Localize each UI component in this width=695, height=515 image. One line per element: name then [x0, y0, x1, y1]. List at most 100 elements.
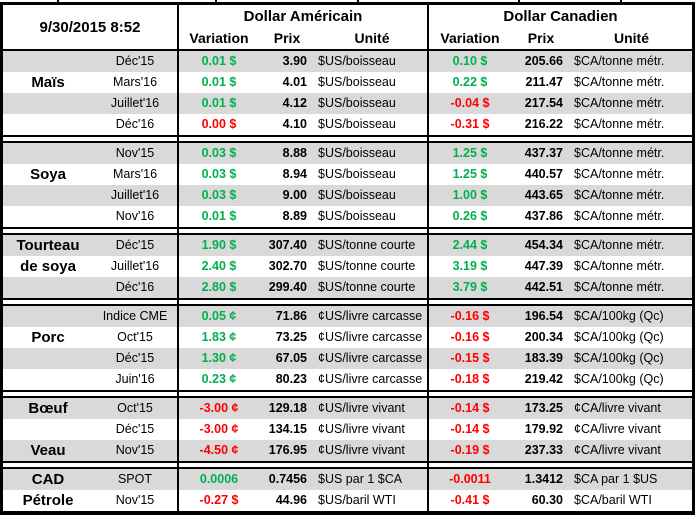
ca-unit-cell[interactable]: $CA/tonne métr. — [574, 188, 665, 202]
commodity-label[interactable] — [3, 369, 93, 390]
commodity-label[interactable]: Tourteau — [16, 237, 80, 254]
commodity-label[interactable]: Veau — [30, 442, 66, 459]
timestamp-cell[interactable]: 9/30/2015 8:52 — [3, 5, 179, 49]
ca-unit-cell[interactable]: $CA/tonne métr. — [574, 209, 665, 223]
commodity-label[interactable] — [3, 348, 93, 369]
commodity-label[interactable]: Bœuf — [28, 400, 68, 417]
ca-price-cell[interactable]: 196.54 — [524, 309, 563, 323]
contract-month-cell[interactable]: Oct'15 — [93, 398, 179, 419]
us-price-cell[interactable]: 4.01 — [282, 75, 307, 89]
commodity-label[interactable]: Soya — [30, 166, 66, 183]
ca-unit-cell[interactable]: ¢CA/livre vivant — [574, 401, 661, 415]
ca-unit-cell[interactable]: $CA/tonne métr. — [574, 75, 665, 89]
ca-unit-cell[interactable]: $CA/tonne métr. — [574, 259, 665, 273]
us-variation-cell[interactable]: 2.40 $ — [201, 259, 237, 273]
us-variation-cell[interactable]: 0.03 $ — [201, 167, 237, 181]
ca-variation-cell[interactable]: -0.18 $ — [450, 372, 490, 386]
ca-unit-cell[interactable]: $CA/100kg (Qc) — [574, 372, 664, 386]
ca-price-cell[interactable]: 237.33 — [524, 443, 563, 457]
us-price-cell[interactable]: 4.12 — [282, 96, 307, 110]
ca-variation-cell[interactable]: 0.22 $ — [452, 75, 488, 89]
ca-price-cell[interactable]: 200.34 — [524, 330, 563, 344]
us-price-cell[interactable]: 176.95 — [268, 443, 307, 457]
us-price-cell[interactable]: 134.15 — [268, 422, 307, 436]
us-unit-cell[interactable]: $US/tonne courte — [315, 235, 429, 256]
ca-variation-cell[interactable]: -0.31 $ — [450, 117, 490, 131]
us-unit-cell[interactable]: ¢US/livre vivant — [315, 398, 429, 419]
us-unit-cell[interactable]: ¢US/livre carcasse — [315, 306, 429, 327]
ca-price-cell[interactable]: 216.22 — [524, 117, 563, 131]
us-price-cell[interactable]: 307.40 — [268, 238, 307, 252]
contract-month-cell[interactable]: Juillet'16 — [93, 93, 179, 114]
ca-unit-cell[interactable]: $CA/100kg (Qc) — [574, 309, 664, 323]
commodity-label[interactable] — [3, 93, 93, 114]
contract-month-cell[interactable]: Oct'15 — [93, 327, 179, 348]
contract-month-cell[interactable]: Déc'15 — [93, 348, 179, 369]
us-prix-header[interactable]: Prix — [273, 30, 301, 46]
us-unit-cell[interactable]: $US/boisseau — [315, 164, 429, 185]
us-price-cell[interactable]: 0.7456 — [268, 472, 307, 486]
commodity-label[interactable]: CAD — [31, 471, 65, 488]
contract-month-cell[interactable]: Nov'15 — [93, 440, 179, 461]
commodity-label[interactable] — [3, 306, 93, 327]
us-price-cell[interactable]: 8.89 — [282, 209, 307, 223]
ca-unite-header[interactable]: Unité — [614, 30, 649, 46]
us-price-cell[interactable]: 299.40 — [268, 280, 307, 294]
us-unit-cell[interactable]: $US/boisseau — [315, 51, 429, 72]
ca-price-cell[interactable]: 219.42 — [524, 372, 563, 386]
ca-variation-cell[interactable]: 1.25 $ — [452, 146, 488, 160]
us-unit-cell[interactable]: $US/tonne courte — [315, 277, 429, 298]
us-variation-cell[interactable]: 0.01 $ — [201, 54, 237, 68]
ca-unit-cell[interactable]: $CA par 1 $US — [574, 472, 658, 486]
us-variation-cell[interactable]: 0.00 $ — [201, 117, 237, 131]
contract-month-cell[interactable]: Juillet'16 — [93, 256, 179, 277]
us-unit-cell[interactable]: $US/boisseau — [315, 72, 429, 93]
ca-variation-cell[interactable]: -0.04 $ — [450, 96, 490, 110]
ca-variation-cell[interactable]: -0.41 $ — [450, 493, 490, 507]
contract-month-cell[interactable]: Nov'15 — [93, 143, 179, 164]
ca-variation-cell[interactable]: 3.19 $ — [452, 259, 488, 273]
ca-variation-cell[interactable]: -0.16 $ — [450, 309, 490, 323]
ca-variation-cell[interactable]: -0.19 $ — [450, 443, 490, 457]
us-price-cell[interactable]: 8.94 — [282, 167, 307, 181]
us-variation-cell[interactable]: 1.30 ¢ — [201, 351, 237, 365]
contract-month-cell[interactable]: Mars'16 — [93, 72, 179, 93]
ca-variation-cell[interactable]: -0.14 $ — [450, 422, 490, 436]
us-variation-cell[interactable]: -3.00 ¢ — [199, 401, 239, 415]
contract-month-cell[interactable]: Déc'15 — [93, 235, 179, 256]
us-price-cell[interactable]: 80.23 — [275, 372, 307, 386]
us-unit-cell[interactable]: $US par 1 $CA — [315, 469, 429, 490]
us-unit-cell[interactable]: ¢US/livre carcasse — [315, 348, 429, 369]
us-variation-cell[interactable]: 0.01 $ — [201, 209, 237, 223]
ca-variation-cell[interactable]: -0.14 $ — [450, 401, 490, 415]
commodity-label[interactable] — [3, 419, 93, 440]
us-variation-cell[interactable]: 1.83 ¢ — [201, 330, 237, 344]
ca-variation-cell[interactable]: 1.00 $ — [452, 188, 488, 202]
ca-price-cell[interactable]: 454.34 — [524, 238, 563, 252]
ca-unit-cell[interactable]: $CA/tonne métr. — [574, 96, 665, 110]
ca-variation-cell[interactable]: -0.15 $ — [450, 351, 490, 365]
us-price-cell[interactable]: 73.25 — [275, 330, 307, 344]
us-dollar-group-header[interactable]: Dollar Américain — [243, 8, 363, 25]
us-unit-cell[interactable]: $US/tonne courte — [315, 256, 429, 277]
us-variation-cell[interactable]: 0.01 $ — [201, 96, 237, 110]
ca-price-cell[interactable]: 1.3412 — [524, 472, 563, 486]
us-variation-cell[interactable]: -4.50 ¢ — [199, 443, 239, 457]
us-variation-cell[interactable]: 1.90 $ — [201, 238, 237, 252]
ca-price-cell[interactable]: 211.47 — [525, 75, 563, 89]
commodity-label[interactable] — [3, 206, 93, 227]
us-variation-cell[interactable]: 0.03 $ — [201, 146, 237, 160]
ca-price-cell[interactable]: 437.86 — [524, 209, 563, 223]
commodity-label[interactable]: de soya — [20, 258, 76, 275]
ca-price-cell[interactable]: 179.92 — [524, 422, 563, 436]
ca-unit-cell[interactable]: $CA/100kg (Qc) — [574, 330, 664, 344]
us-price-cell[interactable]: 8.88 — [282, 146, 307, 160]
ca-variation-cell[interactable]: 0.26 $ — [452, 209, 488, 223]
ca-unit-cell[interactable]: $CA/tonne métr. — [574, 280, 665, 294]
contract-month-cell[interactable]: Déc'16 — [93, 114, 179, 135]
commodity-label[interactable] — [3, 277, 93, 298]
contract-month-cell[interactable]: Nov'15 — [93, 490, 179, 511]
ca-variation-cell[interactable]: -0.16 $ — [450, 330, 490, 344]
us-price-cell[interactable]: 71.86 — [275, 309, 307, 323]
ca-unit-cell[interactable]: ¢CA/livre vivant — [574, 443, 661, 457]
